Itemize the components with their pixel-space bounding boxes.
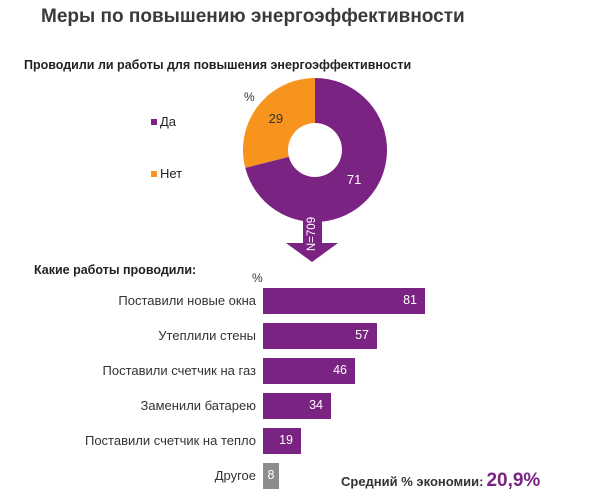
bar — [263, 323, 377, 349]
bar-value-label: 81 — [403, 293, 417, 307]
bar-category-label: Поставили счетчик на газ — [102, 363, 256, 378]
legend-label-no: Нет — [160, 166, 183, 181]
donut-slice-no — [242, 78, 315, 168]
bar-category-label: Поставили счетчик на тепло — [84, 433, 256, 448]
bar-value-label: 34 — [309, 398, 323, 412]
donut-slice-yes — [245, 78, 388, 223]
savings-summary: Средний % экономии: 20,9% — [341, 470, 540, 492]
bar — [263, 393, 331, 419]
bar — [263, 428, 301, 454]
legend-label-yes: Да — [160, 114, 177, 129]
legend-swatch-no — [151, 170, 157, 177]
bar-value-label: 8 — [267, 468, 275, 482]
bar-value-label: 46 — [333, 363, 347, 377]
donut-title: Проводили ли работы для повышения энерго… — [24, 58, 412, 72]
bar — [263, 463, 279, 489]
legend-swatch-yes — [151, 118, 157, 125]
bar-category-label: Утеплили стены — [158, 328, 256, 343]
bar — [263, 358, 355, 384]
bar-chart-title: Какие работы проводили: — [34, 263, 197, 277]
donut-value-label-yes: 71 — [347, 172, 361, 187]
donut-unit-label: % — [244, 90, 255, 104]
page-title: Меры по повышению энергоэффективности — [41, 6, 465, 27]
savings-label: Средний % экономии: — [341, 474, 484, 489]
down-arrow-icon — [286, 213, 338, 262]
bar-category-label: Поставили новые окна — [118, 293, 256, 308]
legend-item-no: Нет — [151, 166, 182, 181]
donut-value-label-no: 29 — [269, 111, 283, 126]
bar-value-label: 57 — [355, 328, 369, 342]
bar-category-label: Другое — [214, 468, 256, 483]
bar-unit-label: % — [252, 271, 263, 285]
legend-item-yes: Да — [151, 114, 176, 129]
savings-value: 20,9% — [486, 470, 541, 491]
bar — [263, 288, 425, 314]
sample-size-label: N=709 — [306, 217, 318, 251]
bar-category-label: Заменили батарею — [140, 398, 257, 413]
bar-value-label: 19 — [279, 433, 293, 447]
